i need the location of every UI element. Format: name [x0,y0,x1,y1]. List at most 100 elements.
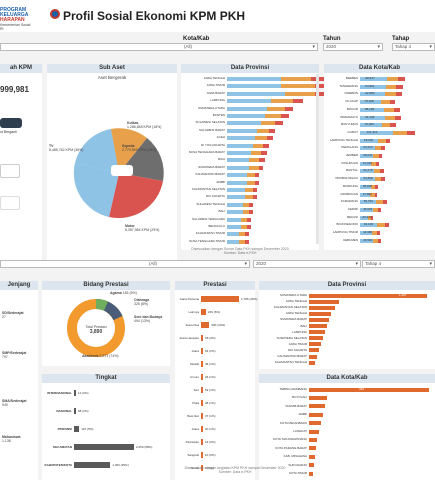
kota-bar[interactable] [360,184,371,189]
provinsi-bar[interactable] [227,202,243,207]
provinsi-bar[interactable] [227,128,257,133]
kota-bar[interactable] [385,138,391,143]
kota-bar[interactable] [374,184,378,189]
provinsi-bar[interactable] [227,151,251,155]
prestasi-bar[interactable] [201,426,203,432]
provinsi-bar[interactable] [227,165,249,170]
provinsi-bar[interactable] [245,188,253,192]
prestasi-bar[interactable] [201,309,206,315]
kota-bar[interactable] [360,223,378,228]
provinsi-bar[interactable] [227,173,247,178]
bkota-bar[interactable] [309,387,429,392]
kota-bar[interactable] [381,100,391,105]
kota-bar[interactable] [381,146,385,151]
filter-kota-select-2[interactable]: (All) ▾ [0,260,250,268]
provinsi-bar[interactable] [247,173,255,178]
bkota-bar[interactable] [309,446,316,451]
prestasi-bar[interactable] [201,452,203,458]
prestasi-bar[interactable] [201,400,203,406]
provinsi-bar[interactable] [261,121,275,126]
provinsi-bar[interactable] [243,210,249,215]
kota-bar[interactable] [384,223,390,228]
provinsi-bar[interactable] [239,239,245,244]
kota-bar[interactable] [374,192,378,197]
provinsi-bar[interactable] [247,217,251,222]
prestasi-bar[interactable] [201,296,239,302]
kota-bar[interactable] [360,169,375,174]
provinsi-bar[interactable] [247,225,251,229]
kota-bar[interactable] [398,77,405,81]
kota-bar[interactable] [360,207,373,212]
bprov-bar[interactable] [309,336,323,341]
provinsi-bar[interactable] [263,143,269,148]
provinsi-bar[interactable] [227,106,267,111]
provinsi-bar[interactable] [227,225,241,229]
provinsi-bar[interactable] [257,128,269,133]
provinsi-bar[interactable] [227,99,271,104]
provinsi-bar[interactable] [227,180,247,185]
bkota-bar[interactable] [309,395,327,400]
bprov-bar[interactable] [309,324,327,328]
provinsi-bar[interactable] [255,173,259,178]
bkota-bar[interactable] [309,429,319,434]
bprov-bar[interactable] [309,311,331,316]
provinsi-bar[interactable] [227,217,241,222]
kota-bar[interactable] [380,169,384,174]
provinsi-bar[interactable] [243,202,249,207]
kota-bar[interactable] [360,107,385,112]
bkota-bar[interactable] [309,421,321,426]
provinsi-bar[interactable] [275,121,283,126]
provinsi-bar[interactable] [267,136,273,141]
provinsi-bar[interactable] [251,151,261,155]
bkota-bar[interactable] [309,454,315,459]
provinsi-bar[interactable] [253,188,257,192]
kota-bar[interactable] [374,169,381,174]
kota-bar[interactable] [372,231,378,235]
provinsi-bar[interactable] [227,239,239,244]
kota-bar[interactable] [360,123,382,128]
kota-bar[interactable] [370,192,375,197]
filter-tahun-select[interactable]: 2020 ▾ [323,43,383,51]
tingkat-bar[interactable] [74,426,80,432]
kota-bar[interactable] [360,238,373,243]
provinsi-bar[interactable] [285,106,293,111]
provinsi-bar[interactable] [245,239,249,244]
kota-bar[interactable] [377,238,382,243]
provinsi-bar[interactable] [227,158,249,163]
tingkat-bar[interactable] [74,444,134,450]
kota-bar[interactable] [385,92,396,97]
prestasi-bar[interactable] [201,439,203,445]
bprov-bar[interactable] [309,330,325,335]
kota-bar[interactable] [390,100,396,105]
provinsi-bar[interactable] [249,202,253,207]
kota-bar[interactable] [395,92,403,97]
provinsi-bar[interactable] [265,114,281,118]
kota-bar[interactable] [360,177,375,182]
kota-bar[interactable] [406,130,415,135]
provinsi-bar[interactable] [227,188,245,192]
provinsi-bar[interactable] [267,106,285,111]
provinsi-bar[interactable] [249,210,253,215]
provinsi-bar[interactable] [253,143,263,148]
kota-bar[interactable] [371,161,377,166]
kota-bar[interactable] [360,200,377,205]
bprov-bar[interactable] [309,293,427,298]
provinsi-bar[interactable] [247,180,255,185]
filter-tahun-select-2[interactable]: 2020 ▾ [253,260,361,268]
kota-bar[interactable] [360,138,379,143]
kota-bar[interactable] [374,177,382,182]
kota-bar[interactable] [360,146,375,151]
kota-bar[interactable] [378,138,386,143]
bprov-bar[interactable] [309,299,339,304]
kota-bar[interactable] [370,184,375,189]
bkota-bar[interactable] [309,412,323,417]
kota-bar[interactable] [360,161,372,166]
kota-bar[interactable] [360,100,382,105]
kota-bar[interactable] [374,146,382,151]
provinsi-bar[interactable] [245,232,249,237]
kota-bar[interactable] [360,130,393,135]
scrollbar[interactable] [316,74,319,244]
kota-bar[interactable] [385,84,397,89]
kota-bar[interactable] [386,77,398,81]
kota-bar[interactable] [381,123,391,128]
